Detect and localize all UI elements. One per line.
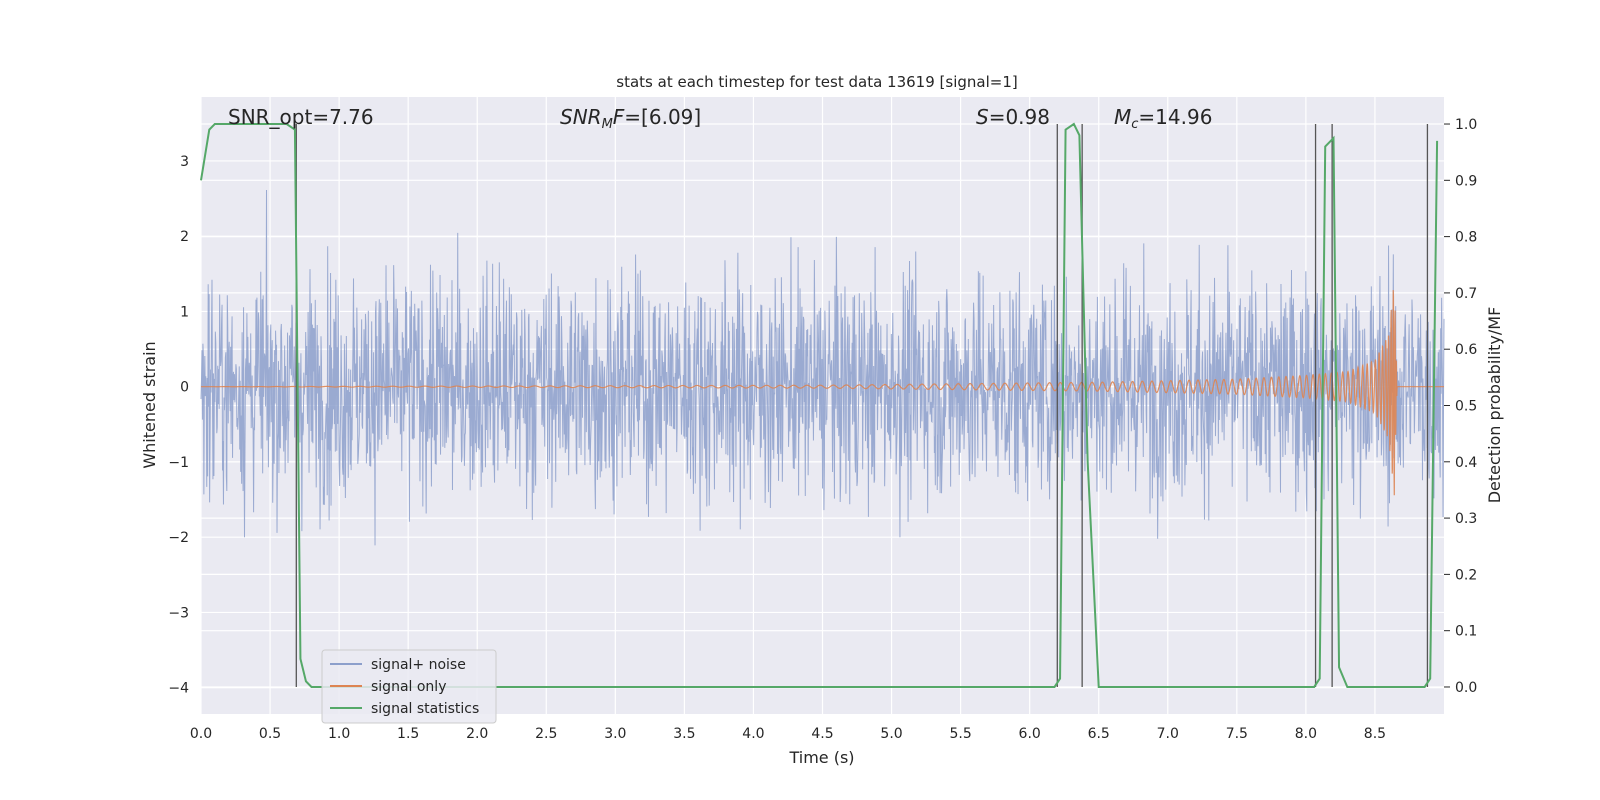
x-tick-label: 5.5 bbox=[949, 726, 971, 742]
x-tick-label: 7.5 bbox=[1226, 726, 1248, 742]
x-tick-label: 3.0 bbox=[604, 726, 626, 742]
x-tick-label: 4.0 bbox=[742, 726, 764, 742]
x-tick-label: 0.0 bbox=[190, 726, 212, 742]
x-tick-label: 1.5 bbox=[397, 726, 419, 742]
legend-box bbox=[321, 649, 497, 724]
x-tick-label: 8.0 bbox=[1295, 726, 1317, 742]
y2-axis-ticks: 1.0 0.9 0.8 0.7 0.6 0.5 0.4 0.3 0.2 0.1 0.0 bbox=[1444, 117, 1477, 696]
x-tick-label: 7.0 bbox=[1157, 726, 1179, 742]
y2-tick-label: 0.1 bbox=[1455, 624, 1477, 640]
x-tick-label: 3.5 bbox=[673, 726, 695, 742]
y2-tick-label: 0.3 bbox=[1455, 511, 1477, 527]
legend-label-statistics: signal statistics bbox=[371, 701, 479, 717]
x-tick-label: 6.0 bbox=[1019, 726, 1041, 742]
legend: signal+ noise signal only signal statist… bbox=[321, 649, 497, 724]
annotation-overlap: S=0.98 bbox=[976, 105, 1050, 129]
y2-tick-label: 0.0 bbox=[1455, 680, 1477, 696]
y-axis-label: Whitened strain bbox=[140, 341, 159, 468]
y-tick-label: −2 bbox=[168, 530, 189, 546]
y-tick-label: 0 bbox=[180, 380, 189, 396]
x-axis-label: Time (s) bbox=[788, 748, 854, 767]
x-axis-ticks: 0.0 0.5 1.0 1.5 2.0 2.5 3.0 3.5 4.0 4.5 5.0 5.5 6.0 6… bbox=[190, 726, 1386, 742]
y2-tick-label: 0.9 bbox=[1455, 173, 1477, 189]
x-tick-label: 8.5 bbox=[1364, 726, 1386, 742]
annotation-chirp-mass: Mc=14.96 bbox=[1114, 105, 1212, 132]
x-tick-label: 4.5 bbox=[811, 726, 833, 742]
signal-noise-series bbox=[200, 190, 1445, 546]
y-axis-ticks: 3 2 1 0 −1 −2 −3 −4 bbox=[168, 154, 189, 697]
x-tick-label: 5.0 bbox=[880, 726, 902, 742]
annotation-snr-opt: SNR_opt=7.76 bbox=[228, 105, 374, 129]
y2-tick-label: 0.6 bbox=[1455, 342, 1477, 358]
signal-noise-line bbox=[200, 190, 1445, 546]
y2-tick-label: 0.7 bbox=[1455, 286, 1477, 302]
y2-tick-label: 0.5 bbox=[1455, 399, 1477, 415]
x-tick-label: 2.0 bbox=[466, 726, 488, 742]
signal-statistics-series bbox=[200, 122, 1439, 688]
x-tick-label: 0.5 bbox=[259, 726, 281, 742]
y-tick-label: −1 bbox=[168, 455, 189, 471]
x-tick-label: 6.5 bbox=[1088, 726, 1110, 742]
y2-tick-label: 0.2 bbox=[1455, 567, 1477, 583]
x-tick-label: 2.5 bbox=[535, 726, 557, 742]
y-tick-label: −3 bbox=[168, 605, 189, 621]
x-tick-label: 1.0 bbox=[328, 726, 350, 742]
signal-only-series bbox=[201, 290, 1444, 496]
y2-tick-label: 1.0 bbox=[1455, 117, 1477, 133]
chart-title: stats at each timestep for test data 136… bbox=[616, 73, 1017, 91]
y2-axis-label: Detection probability/MF bbox=[1485, 307, 1504, 504]
annotation-snr-mf: SNRMF=[6.09] bbox=[560, 105, 701, 132]
y-tick-label: 3 bbox=[180, 154, 189, 170]
legend-label-noise: signal+ noise bbox=[371, 657, 466, 673]
y2-tick-label: 0.8 bbox=[1455, 230, 1477, 246]
y2-tick-label: 0.4 bbox=[1455, 455, 1477, 471]
y-tick-label: −4 bbox=[168, 681, 189, 697]
legend-label-signal: signal only bbox=[371, 679, 446, 695]
y-tick-label: 2 bbox=[180, 229, 189, 245]
y-tick-label: 1 bbox=[180, 304, 189, 320]
